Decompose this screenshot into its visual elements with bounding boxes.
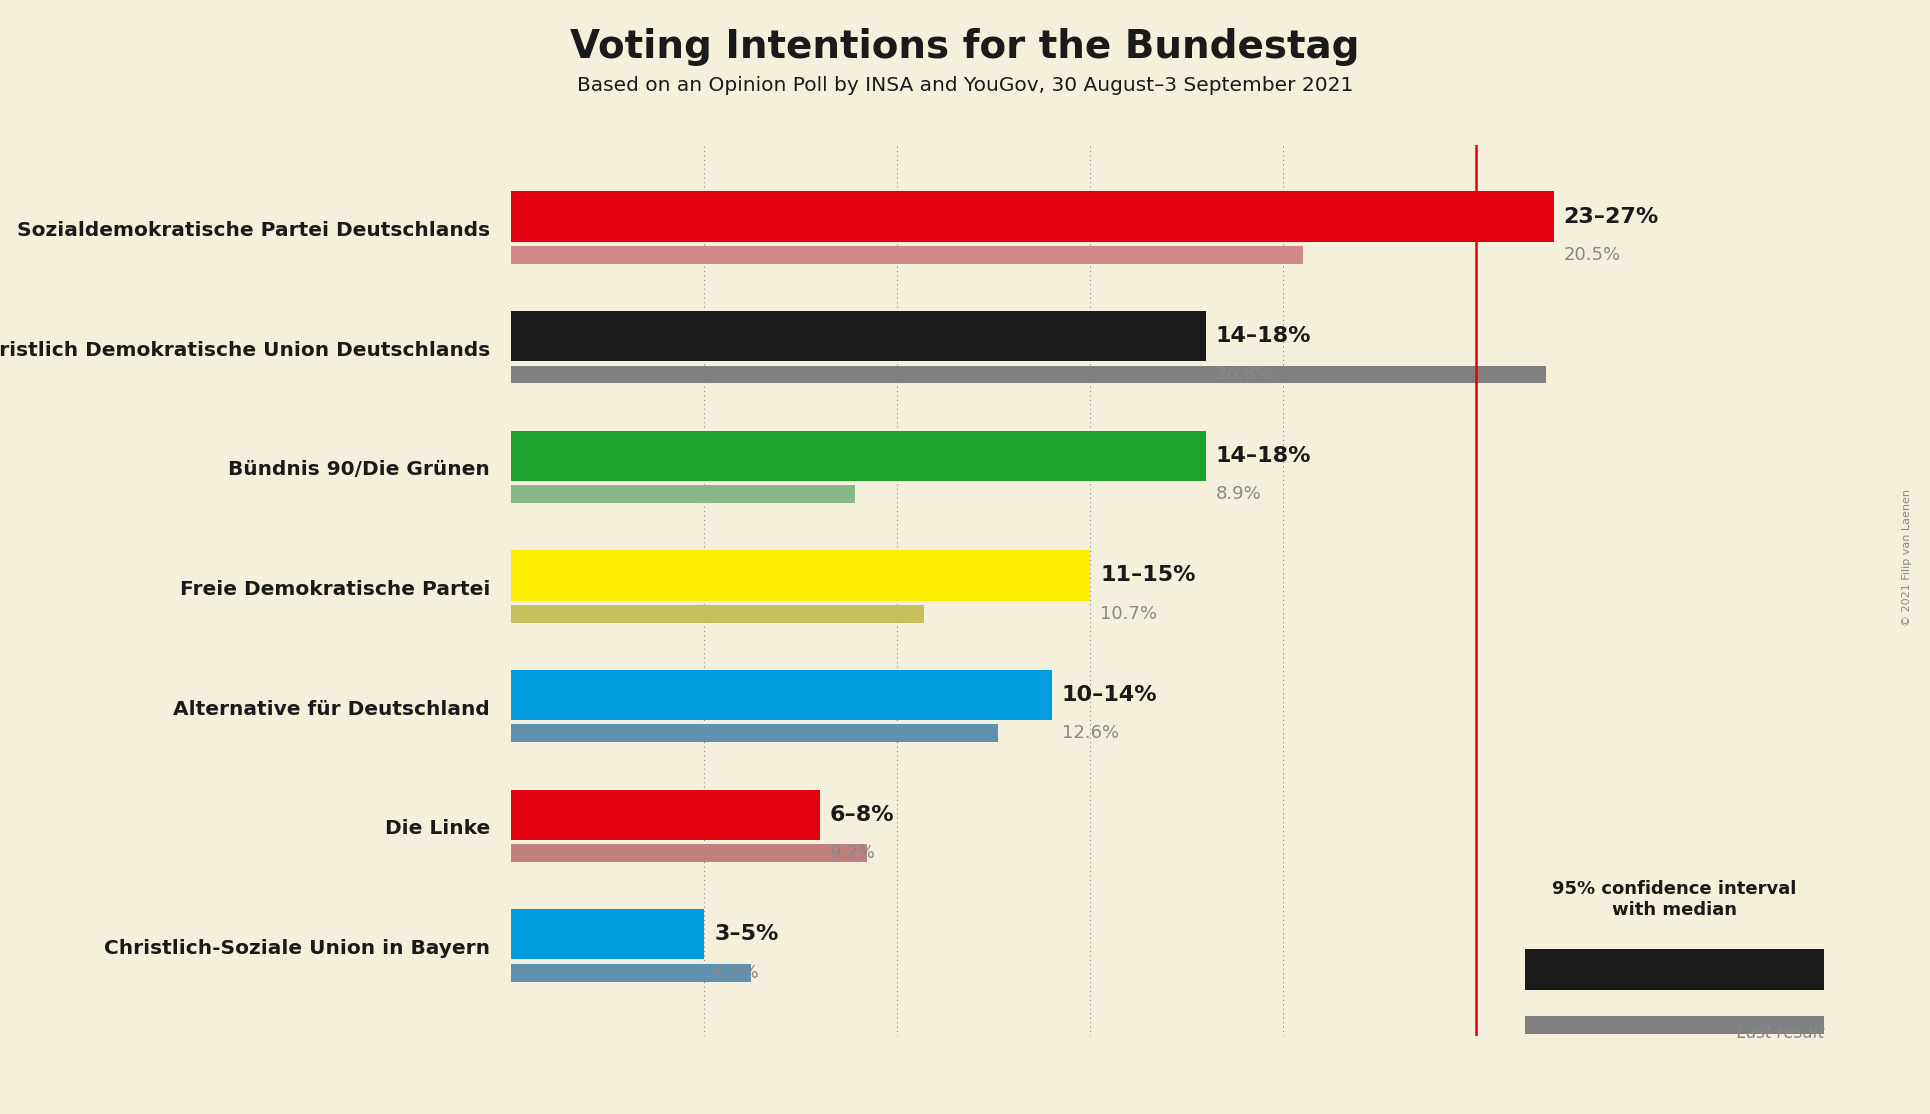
Bar: [511, 192, 1399, 242]
Text: 14–18%: 14–18%: [1216, 326, 1310, 346]
Bar: [511, 246, 1303, 264]
Bar: [1525, 949, 1675, 990]
Bar: [511, 909, 627, 959]
Bar: [511, 486, 855, 504]
Text: 6–8%: 6–8%: [830, 804, 894, 824]
Bar: [511, 550, 936, 600]
Text: © 2021 Filip van Laenen: © 2021 Filip van Laenen: [1901, 489, 1913, 625]
Text: 95% confidence interval
with median: 95% confidence interval with median: [1552, 880, 1797, 919]
Bar: [782, 790, 820, 840]
Text: Last result: Last result: [1737, 1024, 1824, 1042]
Text: 20.5%: 20.5%: [1563, 246, 1621, 264]
Bar: [936, 550, 1013, 600]
Bar: [1476, 192, 1554, 242]
Bar: [1129, 431, 1206, 481]
Bar: [1399, 192, 1476, 242]
Bar: [1675, 949, 1749, 990]
Text: 10–14%: 10–14%: [1062, 685, 1158, 705]
Text: 23–27%: 23–27%: [1563, 206, 1658, 226]
Bar: [1013, 550, 1090, 600]
Bar: [511, 311, 1052, 361]
Bar: [1525, 1016, 1824, 1034]
Text: 8.9%: 8.9%: [1216, 485, 1262, 504]
Bar: [1129, 311, 1206, 361]
Bar: [511, 605, 924, 623]
Bar: [511, 431, 1052, 481]
Bar: [511, 964, 751, 981]
Bar: [975, 670, 1052, 721]
Bar: [511, 365, 1546, 383]
Text: 3–5%: 3–5%: [714, 925, 778, 945]
Bar: [1052, 311, 1129, 361]
Bar: [897, 670, 975, 721]
Bar: [511, 790, 743, 840]
Bar: [627, 909, 666, 959]
Bar: [743, 790, 782, 840]
Text: Based on an Opinion Poll by INSA and YouGov, 30 August–3 September 2021: Based on an Opinion Poll by INSA and You…: [577, 76, 1353, 95]
Bar: [1749, 949, 1824, 990]
Text: 6.2%: 6.2%: [714, 964, 760, 981]
Bar: [511, 844, 867, 862]
Text: 9.2%: 9.2%: [830, 844, 876, 862]
Text: 14–18%: 14–18%: [1216, 446, 1310, 466]
Bar: [666, 909, 704, 959]
Text: 10.7%: 10.7%: [1100, 605, 1158, 623]
Bar: [1052, 431, 1129, 481]
Text: 11–15%: 11–15%: [1100, 566, 1195, 586]
Bar: [511, 724, 998, 742]
Text: Voting Intentions for the Bundestag: Voting Intentions for the Bundestag: [569, 28, 1361, 66]
Text: 12.6%: 12.6%: [1062, 724, 1119, 742]
Bar: [511, 670, 897, 721]
Text: 26.8%: 26.8%: [1216, 365, 1274, 383]
